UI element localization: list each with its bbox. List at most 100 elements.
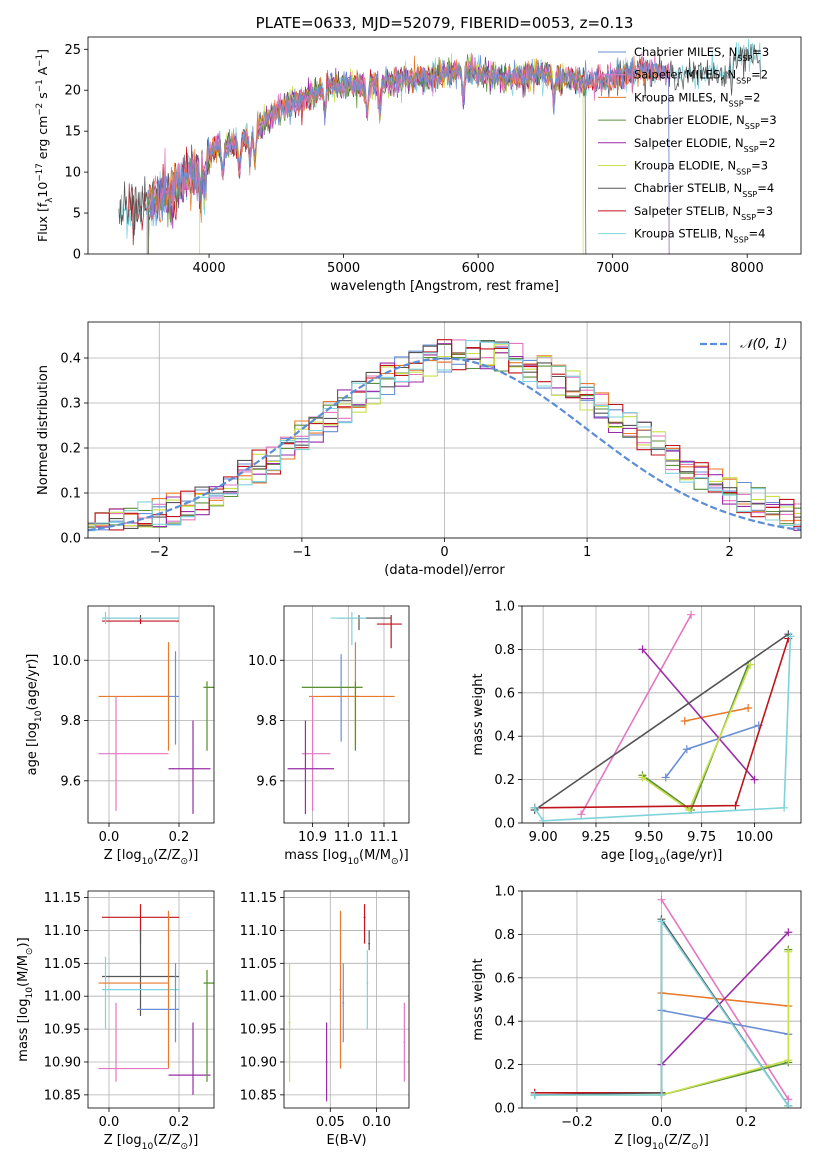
y-tick-label: 0.0	[494, 1102, 515, 1117]
weight-marker	[746, 660, 755, 669]
x-axis-label-part: 10	[347, 857, 359, 867]
errorbar-kroupa_miles	[309, 642, 395, 745]
x-tick-label: 8000	[731, 261, 764, 276]
weight-marker	[731, 801, 740, 810]
legend-entry-suffix: =3	[751, 159, 768, 173]
x-tick-label: 2	[726, 545, 734, 560]
legend-entry-suffix: =3	[752, 45, 769, 59]
x-axis-label-part: ⊙	[691, 1142, 699, 1152]
histogram-series-chabrier_miles	[88, 340, 801, 531]
legend-entry-suffix: =2	[759, 136, 776, 150]
weight-marker	[744, 703, 753, 712]
legend-entry: Chabrier ELODIE, NSSP=3	[634, 113, 777, 131]
x-axis-label-part: mass [log	[284, 848, 347, 863]
legend-entry-base: Chabrier STELIB, N	[634, 181, 742, 195]
legend-entry-base: Kroupa ELODIE, N	[634, 159, 736, 173]
panel-residual-histogram: −2 −1 0 1 2 0.0 0.1 0.2 0.3 0.4 (data-model)/error…	[36, 321, 802, 578]
weight-series-chabrier_miles	[665, 724, 759, 778]
weight-series-kroupa_stelib	[534, 918, 789, 1107]
y-tick-label: 0.4	[60, 352, 81, 367]
y-axis-label-part: 10	[25, 987, 35, 999]
y-tick-label: 0.8	[494, 928, 515, 943]
x-axis-label: Z [log10(Z/Z⊙)]	[104, 1133, 199, 1152]
legend-entry-sub: SSP	[742, 190, 757, 199]
x-axis-label: wavelength [Angstrom, rest frame]	[330, 279, 559, 294]
x-tick-label: 0.0	[99, 830, 120, 845]
y-tick-label: 10.0	[52, 654, 81, 669]
x-axis-label-part: Z [log	[614, 1133, 652, 1148]
plot-area	[284, 606, 409, 823]
plot-area	[118, 38, 761, 254]
errorbar-chabrier_stelib	[337, 615, 392, 631]
errorbar-chabrier_miles	[137, 963, 179, 1043]
y-tick-label: 11.05	[240, 957, 277, 972]
weight-marker	[638, 645, 647, 654]
axes-frame	[521, 605, 802, 824]
chart-title: PLATE=0633, MJD=52079, FIBERID=0053, z=0…	[256, 14, 634, 32]
legend-entry: Chabrier STELIB, NSSP=4	[634, 181, 774, 199]
errorbar-chabrier_miles	[342, 963, 345, 1043]
errorbar-salpeter_elodie	[287, 720, 334, 814]
weight-series-kroupa_miles	[684, 707, 749, 722]
y-tick-label: 10.85	[44, 1088, 81, 1103]
weight-marker	[784, 1101, 793, 1108]
y-axis-label-part: ⊙	[25, 947, 35, 955]
axes-frame	[87, 605, 215, 824]
x-tick-label: 6000	[462, 261, 495, 276]
x-axis-label: E(B-V)	[326, 1133, 366, 1148]
x-axis-label-part: )]	[699, 1133, 709, 1148]
x-axis-label-part: ⊙	[181, 857, 189, 867]
weight-series-chabrier_stelib	[534, 633, 789, 811]
weight-series-salpeter_miles	[580, 614, 692, 815]
y-tick-label: 9.8	[256, 714, 277, 729]
y-axis-label: Normed distribution	[36, 365, 51, 495]
errorbar-kroupa_stelib	[366, 950, 369, 1030]
histogram-series-kroupa_stelib	[88, 339, 801, 532]
weight-series-salpeter_elodie	[660, 931, 789, 1066]
x-tick-label: 10.00	[736, 830, 773, 845]
errorbar-kroupa_elodie	[203, 681, 214, 751]
y-axis-label: mass weight	[471, 958, 486, 1040]
y-tick-label: 9.6	[256, 774, 277, 789]
panel-age-vs-Z: 0.0 0.29.69.810.0Z [log10(Z/Z⊙)]age [log1…	[25, 605, 215, 867]
x-axis-label-part: ⊙	[181, 1142, 189, 1152]
weight-marker	[539, 816, 548, 823]
y-axis-label-part: s	[35, 92, 50, 103]
y-tick-label: 11.00	[44, 990, 81, 1005]
x-tick-label: 0.2	[169, 830, 190, 845]
axes-frame	[87, 890, 215, 1109]
y-tick-label: 0.0	[60, 532, 81, 547]
errorbar-kroupa_elodie	[203, 969, 214, 1082]
errorbar-kroupa_stelib	[330, 612, 367, 646]
legend-entry-sub: SSP	[729, 99, 744, 108]
y-axis-label: mass [log10(M/M⊙)]	[16, 937, 35, 1061]
x-tick-label: 9.00	[529, 830, 558, 845]
errorbar-kroupa_miles	[98, 910, 170, 1069]
x-axis-label-part: 10	[142, 1142, 154, 1152]
weight-series-kroupa_stelib	[534, 636, 792, 822]
legend-entry: 𝒩(0, 1)	[740, 337, 787, 352]
y-tick-label: 20	[64, 84, 81, 99]
errorbar-kroupa_elodie	[288, 963, 291, 1082]
y-tick-label: 0.4	[494, 730, 515, 745]
y-axis-label-part: )]	[16, 937, 31, 947]
x-tick-label: 7000	[596, 261, 629, 276]
y-tick-label: 11.05	[44, 957, 81, 972]
y-axis-label-part: ]	[35, 49, 50, 54]
y-tick-label: 10.95	[240, 1023, 277, 1038]
plot-area	[522, 891, 801, 1108]
x-tick-label: 5000	[327, 261, 360, 276]
errorbar-chabrier_miles	[326, 654, 359, 742]
weight-marker	[784, 928, 793, 937]
errorbar-kroupa_stelib	[102, 612, 179, 625]
y-axis-label-part: mass [log	[16, 999, 31, 1062]
weight-marker	[657, 917, 666, 926]
x-axis-label-part: Z [log	[104, 848, 142, 863]
legend-entry: Chabrier MILES, NSSP=3	[634, 45, 769, 63]
y-tick-label: 10.95	[44, 1023, 81, 1038]
errorbar-kroupa_stelib	[102, 956, 179, 1030]
x-tick-label: 10.9	[298, 830, 327, 845]
weight-marker	[786, 632, 795, 641]
x-tick-label: 9.75	[687, 830, 716, 845]
